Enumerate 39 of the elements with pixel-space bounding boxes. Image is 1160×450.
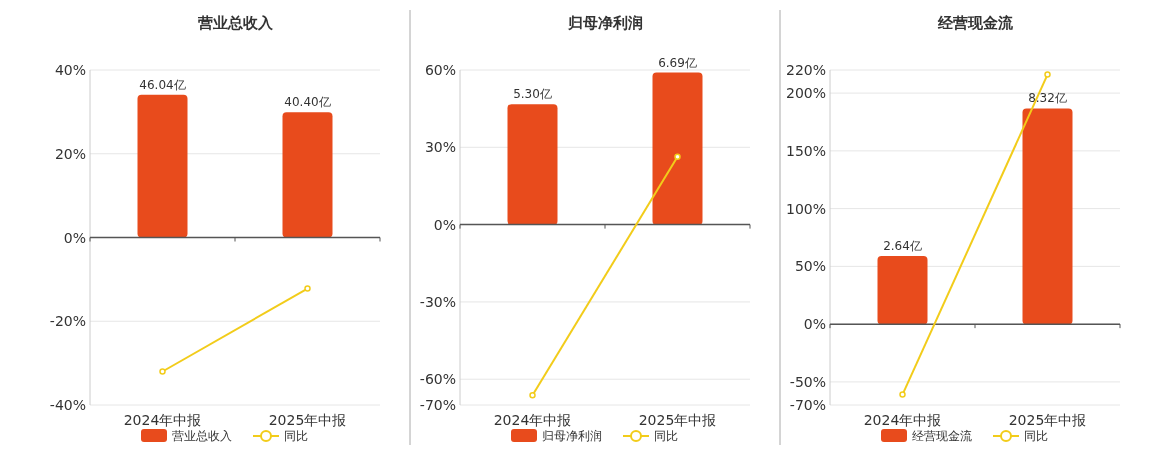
y-tick-label: 150%	[785, 142, 826, 159]
category-label: 2025年中报	[638, 412, 717, 428]
y-tick-label: 200%	[785, 85, 826, 102]
y-tick-label: -50%	[789, 373, 826, 390]
y-tick-label: -40%	[49, 397, 86, 413]
category-label: 2025年中报	[268, 412, 347, 428]
legend-label: 同比	[1024, 429, 1048, 443]
y-tick-label: 0%	[63, 229, 86, 246]
data-label: 6.69亿	[658, 55, 697, 70]
chart-title: 归母净利润	[566, 14, 643, 32]
legend-label: 经营现金流	[912, 429, 972, 443]
chart-title: 营业总收入	[196, 14, 274, 32]
y-tick-label: -20%	[49, 313, 86, 330]
legend-label: 营业总收入	[172, 429, 232, 443]
chart-title: 经营现金流	[936, 14, 1014, 32]
y-tick-label: 60%	[424, 62, 456, 78]
y-tick-label: -70%	[419, 397, 456, 413]
y-tick-label: 220%	[785, 62, 826, 78]
category-label: 2024年中报	[863, 412, 942, 428]
y-tick-label: 40%	[54, 62, 86, 78]
y-tick-label: -70%	[789, 397, 826, 413]
y-tick-label: -60%	[419, 371, 456, 388]
y-tick-label: 20%	[54, 145, 86, 162]
category-label: 2025年中报	[1008, 412, 1087, 428]
data-label: 2.64亿	[883, 238, 922, 253]
y-tick-label: 100%	[785, 200, 826, 217]
category-label: 2024年中报	[493, 412, 572, 428]
legend-label: 同比	[654, 429, 678, 443]
data-label: 5.30亿	[513, 87, 552, 102]
legend-label: 同比	[284, 429, 308, 443]
y-tick-label: 0%	[803, 316, 826, 333]
category-label: 2024年中报	[123, 412, 202, 428]
legend-label: 归母净利润	[542, 429, 602, 443]
y-tick-label: 30%	[424, 139, 456, 156]
data-label: 46.04亿	[139, 77, 186, 92]
y-tick-label: -30%	[419, 293, 456, 310]
data-label: 40.40亿	[284, 95, 331, 110]
y-tick-label: 0%	[433, 216, 456, 233]
y-tick-label: 50%	[794, 258, 826, 275]
